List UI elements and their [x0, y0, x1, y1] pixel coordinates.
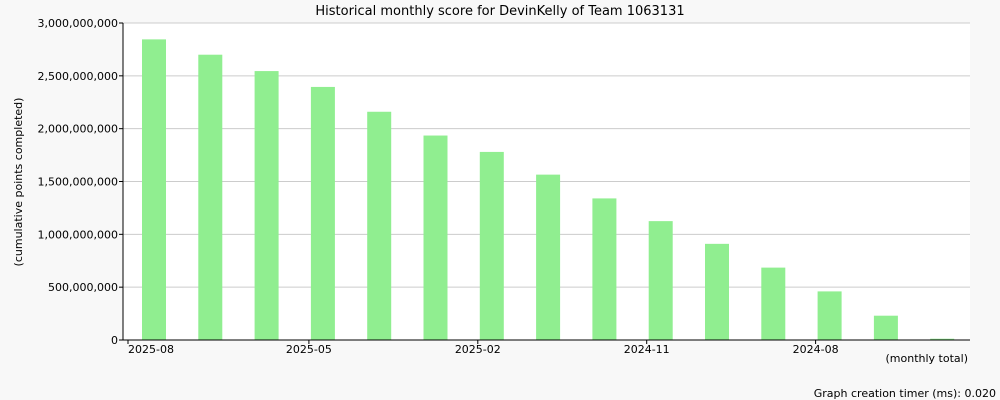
bars: [142, 39, 955, 341]
y-tick-label: 0: [111, 334, 118, 347]
y-tick-label: 2,000,000,000: [38, 123, 118, 136]
y-tick-label: 2,500,000,000: [38, 70, 118, 83]
bar: [648, 221, 673, 340]
y-tick-label: 1,500,000,000: [38, 176, 118, 189]
bar: [142, 39, 166, 341]
x-tick-label: 2024-08: [793, 343, 839, 356]
x-tick-label: 2025-05: [286, 343, 332, 356]
bar: [479, 151, 504, 340]
bar: [198, 54, 223, 340]
bar: [761, 267, 786, 340]
x-axis-label: (monthly total): [886, 352, 969, 365]
chart-title: Historical monthly score for DevinKelly …: [315, 4, 684, 19]
x-tick-label: 2025-08: [128, 343, 174, 356]
y-tick-label: 500,000,000: [48, 281, 118, 294]
footer-timer: Graph creation timer (ms): 0.020: [814, 387, 996, 400]
x-tick-label: 2025-02: [455, 343, 501, 356]
bar: [310, 86, 335, 340]
y-tick-label: 3,000,000,000: [38, 17, 118, 30]
bar: [930, 338, 955, 340]
bar: [423, 135, 448, 340]
bar: [817, 291, 842, 340]
y-axis-label: (cumulative points completed): [12, 98, 25, 267]
bar: [536, 174, 561, 340]
bar: [254, 71, 279, 340]
bar: [705, 243, 729, 340]
y-axis-ticks: 0 500,000,000 1,000,000,000 1,500,000,000 2,…: [38, 17, 123, 347]
bar: [592, 198, 617, 340]
x-tick-label: 2024-11: [624, 343, 670, 356]
x-axis-ticks: 2025-08 2025-05 2025-02 2024-11 2024-08: [127, 340, 839, 356]
bar: [367, 111, 392, 340]
bar: [873, 315, 898, 340]
y-tick-label: 1,000,000,000: [38, 228, 118, 241]
